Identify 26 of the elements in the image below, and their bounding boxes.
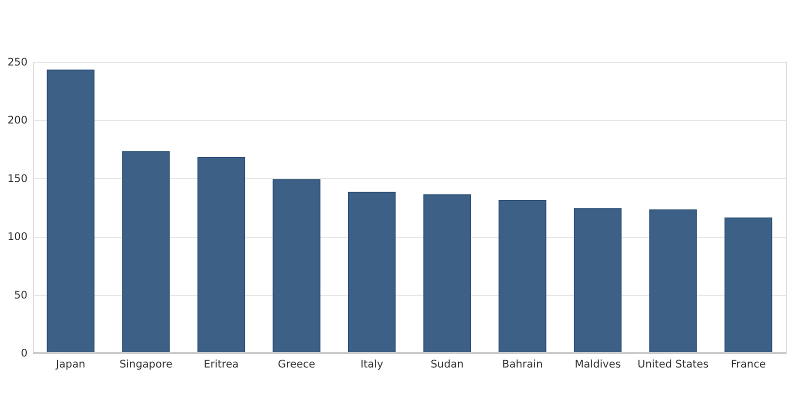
x-tick-label: Eritrea [204, 358, 239, 370]
y-tick-label: 50 [14, 289, 28, 302]
bar [122, 151, 170, 354]
bar [498, 200, 546, 354]
bar [649, 209, 697, 354]
y-tick-label: 0 [20, 348, 28, 360]
bar [197, 156, 246, 354]
x-tick-label: Italy [360, 358, 384, 370]
x-tick-label: Bahrain [502, 358, 543, 370]
x-tick-label: Japan [55, 358, 86, 370]
x-tick-label: Sudan [430, 358, 464, 370]
bar [348, 192, 396, 354]
bar [724, 217, 772, 354]
bar [46, 70, 94, 354]
y-tick-label: 200 [7, 114, 28, 127]
y-tick-label: 150 [7, 172, 28, 185]
bar [272, 179, 320, 354]
y-tick-label: 250 [7, 56, 28, 68]
bar [574, 208, 622, 354]
x-tick-label: United States [637, 358, 709, 370]
x-tick-label: Maldives [574, 358, 621, 370]
x-tick-label: France [730, 358, 766, 370]
y-tick-label: 100 [7, 231, 28, 244]
bar [423, 194, 471, 354]
x-tick-label: Greece [278, 358, 316, 370]
x-tick-label: Singapore [119, 358, 172, 370]
